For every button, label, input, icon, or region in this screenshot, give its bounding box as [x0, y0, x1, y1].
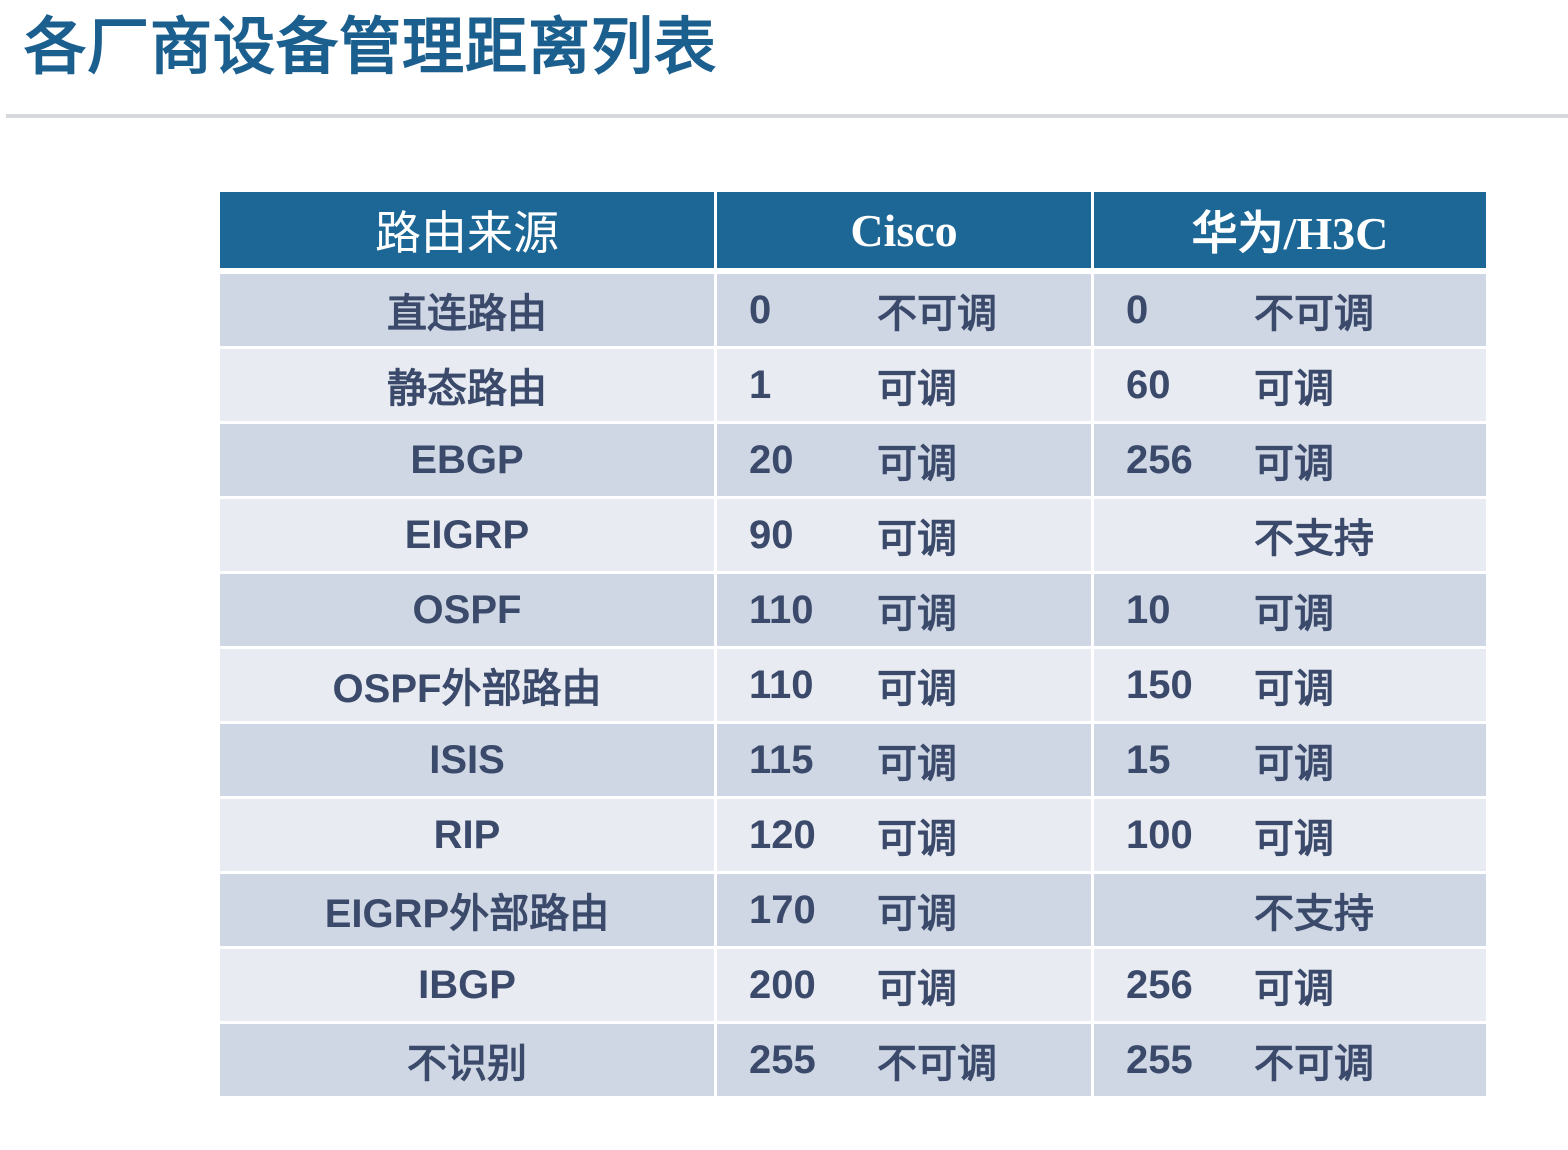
- huawei-distance-value: 10: [1126, 587, 1171, 632]
- cisco-cell: 170 可调: [717, 874, 1094, 946]
- huawei-adjustable-label: 不可调: [1254, 292, 1374, 336]
- huawei-adjustable-label: 可调: [1254, 592, 1334, 636]
- huawei-cell: 15 可调: [1094, 724, 1486, 796]
- cisco-distance-value: 110: [749, 662, 814, 707]
- cisco-adjustable-label: 可调: [877, 592, 957, 636]
- huawei-cell: 256 可调: [1094, 424, 1486, 496]
- table-row: 静态路由 1 可调 60 可调: [220, 349, 1486, 424]
- route-source-cell: ISIS: [220, 724, 717, 796]
- cisco-adjustable-label: 可调: [877, 667, 957, 711]
- header-route-source: 路由来源: [220, 192, 717, 268]
- table-header-row: 路由来源 Cisco 华为/H3C: [220, 192, 1486, 274]
- cisco-adjustable-label: 可调: [877, 742, 957, 786]
- cisco-distance-value: 1: [749, 362, 772, 407]
- table-row: 直连路由 0 不可调 0 不可调: [220, 274, 1486, 349]
- table-row: EIGRP外部路由 170 可调 不支持: [220, 874, 1486, 949]
- route-source-cell: 直连路由: [220, 274, 717, 346]
- cisco-distance-value: 255: [749, 1037, 816, 1082]
- route-source-cell: OSPF外部路由: [220, 649, 717, 721]
- huawei-cell: 10 可调: [1094, 574, 1486, 646]
- huawei-adjustable-label: 可调: [1254, 667, 1334, 711]
- cisco-adjustable-label: 可调: [877, 817, 957, 861]
- cisco-distance-value: 115: [749, 737, 814, 782]
- huawei-adjustable-label: 不支持: [1254, 892, 1374, 936]
- route-source-cell: 不识别: [220, 1024, 717, 1096]
- title-divider: [6, 114, 1568, 118]
- table-row: 不识别 255 不可调 255 不可调: [220, 1024, 1486, 1099]
- cisco-adjustable-label: 可调: [877, 892, 957, 936]
- header-cisco: Cisco: [717, 192, 1094, 268]
- route-source-cell: 静态路由: [220, 349, 717, 421]
- huawei-cell: 150 可调: [1094, 649, 1486, 721]
- route-source-cell: OSPF: [220, 574, 717, 646]
- huawei-cell: 100 可调: [1094, 799, 1486, 871]
- cisco-adjustable-label: 不可调: [877, 1042, 997, 1086]
- cisco-distance-value: 90: [749, 512, 794, 557]
- route-source-cell: EBGP: [220, 424, 717, 496]
- huawei-adjustable-label: 可调: [1254, 742, 1334, 786]
- huawei-adjustable-label: 不可调: [1254, 1042, 1374, 1086]
- huawei-adjustable-label: 可调: [1254, 967, 1334, 1011]
- route-source-cell: EIGRP: [220, 499, 717, 571]
- table-row: EBGP 20 可调 256 可调: [220, 424, 1486, 499]
- table-body: 直连路由 0 不可调 0 不可调 静态路由 1 可调 60 可调 EBGP 20 可调 256 可调 EIGR…: [220, 274, 1486, 1099]
- huawei-distance-value: 100: [1126, 812, 1193, 857]
- cisco-distance-value: 20: [749, 437, 794, 482]
- huawei-cell: 不支持: [1094, 499, 1486, 571]
- huawei-adjustable-label: 可调: [1254, 442, 1334, 486]
- huawei-adjustable-label: 不支持: [1254, 517, 1374, 561]
- page-title: 各厂商设备管理距离列表: [24, 13, 718, 82]
- route-source-cell: RIP: [220, 799, 717, 871]
- huawei-distance-value: 256: [1126, 437, 1193, 482]
- huawei-distance-value: 150: [1126, 662, 1193, 707]
- cisco-adjustable-label: 可调: [877, 367, 957, 411]
- table-row: ISIS 115 可调 15 可调: [220, 724, 1486, 799]
- cisco-adjustable-label: 可调: [877, 967, 957, 1011]
- huawei-adjustable-label: 可调: [1254, 817, 1334, 861]
- huawei-distance-value: 255: [1126, 1037, 1193, 1082]
- cisco-cell: 90 可调: [717, 499, 1094, 571]
- table-row: EIGRP 90 可调 不支持: [220, 499, 1486, 574]
- cisco-cell: 115 可调: [717, 724, 1094, 796]
- huawei-distance-value: 0: [1126, 287, 1149, 332]
- route-source-cell: EIGRP外部路由: [220, 874, 717, 946]
- route-source-cell: IBGP: [220, 949, 717, 1021]
- cisco-cell: 0 不可调: [717, 274, 1094, 346]
- huawei-cell: 不支持: [1094, 874, 1486, 946]
- huawei-cell: 256 可调: [1094, 949, 1486, 1021]
- cisco-distance-value: 120: [749, 812, 816, 857]
- huawei-cell: 255 不可调: [1094, 1024, 1486, 1096]
- huawei-distance-value: 60: [1126, 362, 1171, 407]
- huawei-cell: 60 可调: [1094, 349, 1486, 421]
- cisco-adjustable-label: 不可调: [877, 292, 997, 336]
- cisco-distance-value: 170: [749, 887, 816, 932]
- cisco-cell: 255 不可调: [717, 1024, 1094, 1096]
- header-huawei-h3c: 华为/H3C: [1094, 192, 1486, 268]
- cisco-cell: 200 可调: [717, 949, 1094, 1021]
- cisco-cell: 20 可调: [717, 424, 1094, 496]
- admin-distance-table: 路由来源 Cisco 华为/H3C 直连路由 0 不可调 0 不可调 静态路由 1 可调 60 可…: [220, 192, 1486, 1099]
- table-row: OSPF 110 可调 10 可调: [220, 574, 1486, 649]
- cisco-distance-value: 110: [749, 587, 814, 632]
- huawei-adjustable-label: 可调: [1254, 367, 1334, 411]
- huawei-distance-value: 256: [1126, 962, 1193, 1007]
- cisco-cell: 110 可调: [717, 574, 1094, 646]
- cisco-cell: 1 可调: [717, 349, 1094, 421]
- table-row: RIP 120 可调 100 可调: [220, 799, 1486, 874]
- huawei-distance-value: 15: [1126, 737, 1171, 782]
- table-row: IBGP 200 可调 256 可调: [220, 949, 1486, 1024]
- cisco-distance-value: 200: [749, 962, 816, 1007]
- huawei-cell: 0 不可调: [1094, 274, 1486, 346]
- table-row: OSPF外部路由 110 可调 150 可调: [220, 649, 1486, 724]
- cisco-adjustable-label: 可调: [877, 517, 957, 561]
- cisco-cell: 110 可调: [717, 649, 1094, 721]
- cisco-cell: 120 可调: [717, 799, 1094, 871]
- cisco-adjustable-label: 可调: [877, 442, 957, 486]
- cisco-distance-value: 0: [749, 287, 772, 332]
